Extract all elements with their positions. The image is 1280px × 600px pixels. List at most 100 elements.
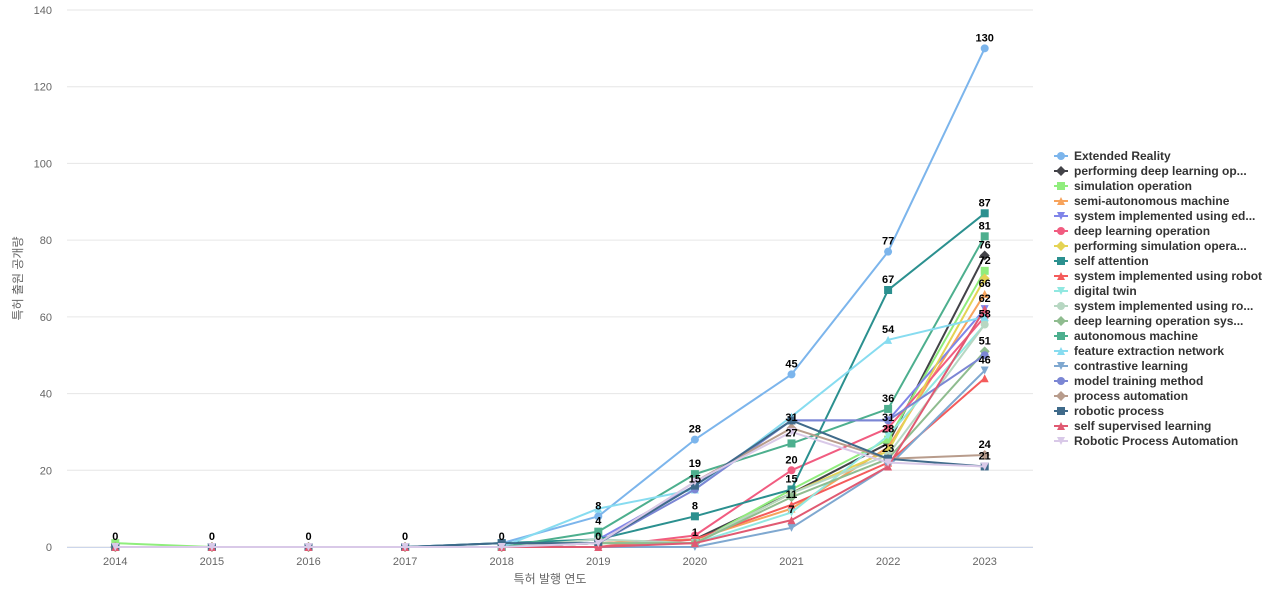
y-tick-label: 140 [34,5,52,17]
data-point [111,543,120,551]
data-point [979,273,990,284]
y-tick-label: 60 [40,312,52,324]
legend-label: autonomous machine [1074,329,1198,343]
data-label: 72 [979,255,991,267]
data-point [401,543,410,551]
data-label: 87 [979,197,991,209]
x-axis-title: 특허 발행 연도 [514,571,587,586]
data-label: 28 [689,424,701,436]
legend-label: system implemented using ro... [1074,299,1253,313]
legend-item[interactable]: self supervised learning [1054,419,1211,433]
legend-item[interactable]: digital twin [1054,284,1137,298]
data-label: 8 [595,500,601,512]
legend-label: model training method [1074,374,1203,388]
y-tick-label: 100 [34,158,52,170]
data-point [884,424,893,433]
x-tick-label: 2015 [200,556,224,568]
x-tick-label: 2017 [393,556,417,568]
legend-item[interactable]: deep learning operation sys... [1054,314,1243,328]
data-label: 45 [785,358,797,370]
data-point [594,504,603,513]
legend-item[interactable]: system implemented using robot [1054,269,1262,283]
legend-item[interactable]: self attention [1054,254,1149,268]
legend-item[interactable]: autonomous machine [1054,329,1198,343]
legend-item[interactable]: system implemented using ed... [1054,209,1255,223]
series-3 [111,266,989,551]
legend-marker-icon [1057,257,1065,265]
y-axis-title: 특허 출원 공개량 [11,237,25,321]
series-line [114,254,986,548]
data-label: 62 [979,293,991,305]
legend-label: robotic process [1074,404,1164,418]
data-point [787,439,796,448]
series-7 [110,273,990,552]
data-point [786,492,797,503]
series-line [114,315,986,548]
legend-item[interactable]: Extended Reality [1054,149,1171,163]
x-tick-label: 2014 [103,556,127,568]
legend-item[interactable]: performing deep learning op... [1054,164,1247,178]
legend-item[interactable]: Robotic Process Automation [1054,434,1238,448]
legend-item[interactable]: contrastive learning [1054,359,1188,373]
data-label: 58 [979,309,991,321]
legend-label: simulation operation [1074,179,1192,193]
legend-item[interactable]: semi-autonomous machine [1054,194,1230,208]
legend-label: feature extraction network [1074,344,1224,358]
data-label: 46 [979,355,991,367]
legend-label: Robotic Process Automation [1074,434,1238,448]
legend-label: self supervised learning [1074,419,1211,433]
legend-marker-icon [1057,377,1065,385]
data-label: 31 [785,412,797,424]
legend-label: Extended Reality [1074,149,1171,163]
data-point [787,508,796,517]
data-point [207,543,216,551]
data-point [690,470,699,479]
legend-marker-icon [1056,241,1066,251]
legend-item[interactable]: process automation [1054,389,1188,403]
legend-label: self attention [1074,254,1149,268]
legend-item[interactable]: feature extraction network [1054,344,1224,358]
legend-item[interactable]: deep learning operation [1054,224,1210,238]
data-point [787,370,796,379]
legend-marker-icon [1057,287,1065,295]
x-tick-label: 2019 [586,556,610,568]
data-label: 28 [882,424,894,436]
legend-marker-icon [1057,197,1065,205]
series-1 [111,44,989,551]
data-label: 51 [979,335,991,347]
data-point [787,466,796,475]
legend-item[interactable]: robotic process [1054,404,1164,418]
data-label: 15 [689,473,701,485]
data-label: 81 [979,220,991,232]
data-point [594,539,603,548]
data-point [884,404,893,413]
data-label: 21 [979,450,991,462]
legend-label: deep learning operation sys... [1074,314,1243,328]
data-label: 11 [786,489,798,501]
legend-item[interactable]: performing simulation opera... [1054,239,1247,253]
legend-item[interactable]: model training method [1054,374,1203,388]
legend-marker-icon [1056,166,1066,176]
data-point [690,539,699,548]
data-label: 77 [882,236,894,248]
legend-label: deep learning operation [1074,224,1210,238]
series-9 [111,374,989,551]
series-13 [111,232,989,551]
x-tick-label: 2018 [489,556,513,568]
legend-marker-icon [1057,227,1065,235]
legend-item[interactable]: system implemented using ro... [1054,299,1253,313]
legend-item[interactable]: simulation operation [1054,179,1192,193]
y-tick-label: 20 [40,465,52,477]
series-line [114,212,986,548]
series-2 [110,250,990,552]
series-line [114,235,986,548]
legend-label: system implemented using robot [1074,269,1262,283]
data-point [787,523,796,532]
data-label: 27 [785,427,797,439]
data-label: 1 [692,527,698,539]
data-point [787,500,796,509]
data-point [594,527,603,536]
series-line [114,308,986,548]
